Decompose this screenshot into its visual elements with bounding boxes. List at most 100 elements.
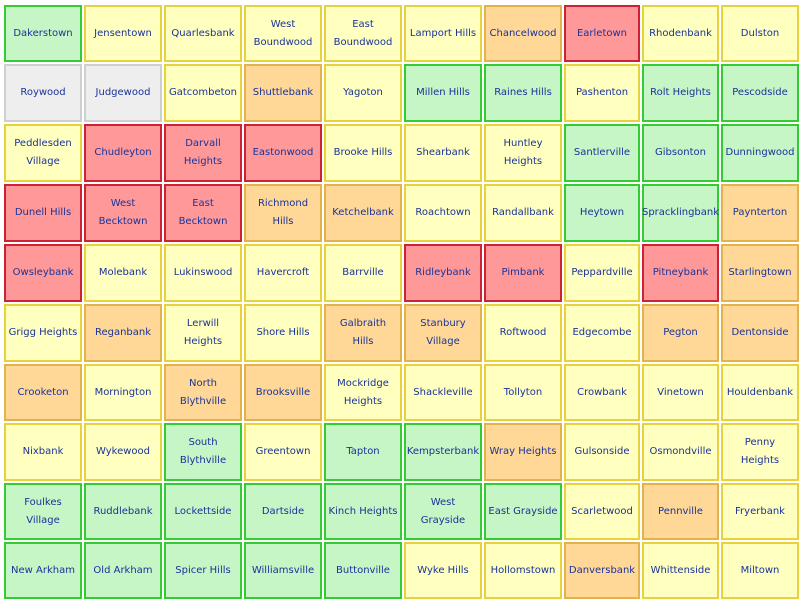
suburb-cell[interactable]: Pashenton <box>564 64 640 122</box>
suburb-cell[interactable]: Wyke Hills <box>404 542 482 599</box>
suburb-cell[interactable]: Raines Hills <box>484 64 562 122</box>
suburb-cell[interactable]: Roywood <box>4 64 82 122</box>
suburb-cell[interactable]: Edgecombe <box>564 304 640 362</box>
suburb-cell[interactable]: East Boundwood <box>324 5 402 62</box>
suburb-cell[interactable]: East Grayside <box>484 483 562 540</box>
suburb-cell[interactable]: West Boundwood <box>244 5 322 62</box>
suburb-cell[interactable]: Dunningwood <box>721 124 799 182</box>
suburb-cell[interactable]: Crowbank <box>564 364 640 421</box>
suburb-cell[interactable]: Millen Hills <box>404 64 482 122</box>
suburb-cell[interactable]: Molebank <box>84 244 162 302</box>
suburb-cell[interactable]: Havercroft <box>244 244 322 302</box>
suburb-cell[interactable]: Tapton <box>324 423 402 481</box>
suburb-cell[interactable]: South Blythville <box>164 423 242 481</box>
suburb-cell[interactable]: Kinch Heights <box>324 483 402 540</box>
suburb-cell[interactable]: Miltown <box>721 542 799 599</box>
suburb-cell[interactable]: Roftwood <box>484 304 562 362</box>
suburb-cell[interactable]: Shore Hills <box>244 304 322 362</box>
suburb-cell[interactable]: Whittenside <box>642 542 719 599</box>
suburb-cell[interactable]: Osmondville <box>642 423 719 481</box>
suburb-cell[interactable]: Pescodside <box>721 64 799 122</box>
suburb-cell[interactable]: Peddlesden Village <box>4 124 82 182</box>
suburb-cell[interactable]: Huntley Heights <box>484 124 562 182</box>
suburb-cell[interactable]: Reganbank <box>84 304 162 362</box>
suburb-cell[interactable]: Kempsterbank <box>404 423 482 481</box>
suburb-cell[interactable]: Rolt Heights <box>642 64 719 122</box>
suburb-cell[interactable]: Mockridge Heights <box>324 364 402 421</box>
suburb-cell[interactable]: Chudleyton <box>84 124 162 182</box>
suburb-cell[interactable]: Vinetown <box>642 364 719 421</box>
suburb-cell[interactable]: Greentown <box>244 423 322 481</box>
suburb-cell[interactable]: Pegton <box>642 304 719 362</box>
suburb-cell[interactable]: Tollyton <box>484 364 562 421</box>
suburb-cell[interactable]: Wykewood <box>84 423 162 481</box>
suburb-cell[interactable]: Richmond Hills <box>244 184 322 242</box>
suburb-cell[interactable]: Nixbank <box>4 423 82 481</box>
suburb-cell[interactable]: Mornington <box>84 364 162 421</box>
suburb-cell[interactable]: Lamport Hills <box>404 5 482 62</box>
suburb-cell[interactable]: Stanbury Village <box>404 304 482 362</box>
suburb-cell[interactable]: Galbraith Hills <box>324 304 402 362</box>
suburb-cell[interactable]: Penny Heights <box>721 423 799 481</box>
suburb-cell[interactable]: Starlingtown <box>721 244 799 302</box>
suburb-cell[interactable]: Shearbank <box>404 124 482 182</box>
suburb-cell[interactable]: East Becktown <box>164 184 242 242</box>
suburb-cell[interactable]: Dartside <box>244 483 322 540</box>
suburb-cell[interactable]: Spicer Hills <box>164 542 242 599</box>
suburb-cell[interactable]: Quarlesbank <box>164 5 242 62</box>
suburb-cell[interactable]: Dentonside <box>721 304 799 362</box>
suburb-cell[interactable]: Crooketon <box>4 364 82 421</box>
suburb-cell[interactable]: Fryerbank <box>721 483 799 540</box>
suburb-cell[interactable]: Owsleybank <box>4 244 82 302</box>
suburb-cell[interactable]: Dakerstown <box>4 5 82 62</box>
suburb-cell[interactable]: Brooke Hills <box>324 124 402 182</box>
suburb-cell[interactable]: Shuttlebank <box>244 64 322 122</box>
suburb-cell[interactable]: Ruddlebank <box>84 483 162 540</box>
suburb-cell[interactable]: Heytown <box>564 184 640 242</box>
suburb-cell[interactable]: Danversbank <box>564 542 640 599</box>
suburb-cell[interactable]: Foulkes Village <box>4 483 82 540</box>
suburb-cell[interactable]: Lukinswood <box>164 244 242 302</box>
suburb-cell[interactable]: Pennville <box>642 483 719 540</box>
suburb-cell[interactable]: Rhodenbank <box>642 5 719 62</box>
suburb-cell[interactable]: Peppardville <box>564 244 640 302</box>
suburb-cell[interactable]: Paynterton <box>721 184 799 242</box>
suburb-cell[interactable]: Gatcombeton <box>164 64 242 122</box>
suburb-cell[interactable]: Shackleville <box>404 364 482 421</box>
suburb-cell[interactable]: Chancelwood <box>484 5 562 62</box>
suburb-cell[interactable]: West Grayside <box>404 483 482 540</box>
suburb-cell[interactable]: Wray Heights <box>484 423 562 481</box>
suburb-cell[interactable]: West Becktown <box>84 184 162 242</box>
suburb-cell[interactable]: Ketchelbank <box>324 184 402 242</box>
suburb-cell[interactable]: Lockettside <box>164 483 242 540</box>
suburb-cell[interactable]: Hollomstown <box>484 542 562 599</box>
suburb-cell[interactable]: Dulston <box>721 5 799 62</box>
suburb-cell[interactable]: Buttonville <box>324 542 402 599</box>
suburb-cell[interactable]: Eastonwood <box>244 124 322 182</box>
suburb-cell[interactable]: Pitneybank <box>642 244 719 302</box>
suburb-cell[interactable]: New Arkham <box>4 542 82 599</box>
suburb-cell[interactable]: Santlerville <box>564 124 640 182</box>
suburb-cell[interactable]: Darvall Heights <box>164 124 242 182</box>
suburb-cell[interactable]: Ridleybank <box>404 244 482 302</box>
suburb-cell[interactable]: Gulsonside <box>564 423 640 481</box>
suburb-cell[interactable]: Scarletwood <box>564 483 640 540</box>
suburb-cell[interactable]: Randallbank <box>484 184 562 242</box>
suburb-cell[interactable]: Houldenbank <box>721 364 799 421</box>
suburb-cell[interactable]: Old Arkham <box>84 542 162 599</box>
suburb-cell[interactable]: Yagoton <box>324 64 402 122</box>
suburb-cell[interactable]: Brooksville <box>244 364 322 421</box>
suburb-cell[interactable]: North Blythville <box>164 364 242 421</box>
suburb-cell[interactable]: Gibsonton <box>642 124 719 182</box>
suburb-cell[interactable]: Roachtown <box>404 184 482 242</box>
suburb-cell[interactable]: Earletown <box>564 5 640 62</box>
suburb-cell[interactable]: Pimbank <box>484 244 562 302</box>
suburb-cell[interactable]: Spracklingbank <box>642 184 719 242</box>
suburb-cell[interactable]: Williamsville <box>244 542 322 599</box>
suburb-cell[interactable]: Grigg Heights <box>4 304 82 362</box>
suburb-cell[interactable]: Judgewood <box>84 64 162 122</box>
suburb-cell[interactable]: Dunell Hills <box>4 184 82 242</box>
suburb-cell[interactable]: Jensentown <box>84 5 162 62</box>
suburb-cell[interactable]: Barrville <box>324 244 402 302</box>
suburb-cell[interactable]: Lerwill Heights <box>164 304 242 362</box>
